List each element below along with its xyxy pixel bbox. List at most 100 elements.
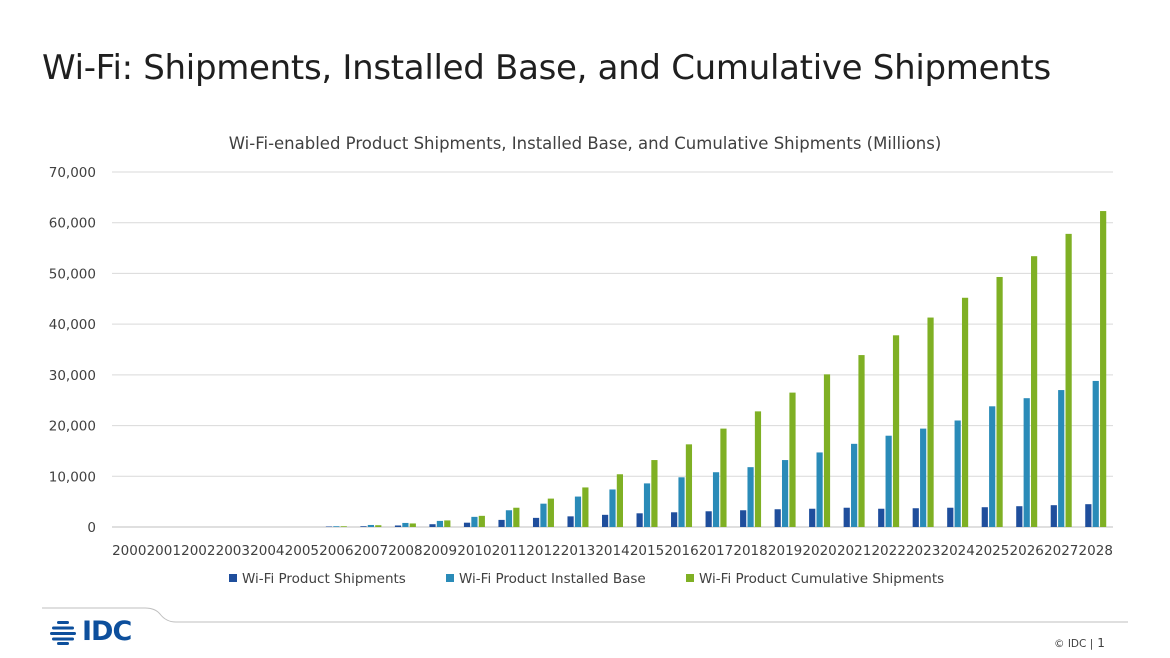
bar-cumulative-2013 [582,487,589,527]
bar-installed-base-2013 [574,496,582,527]
bar-cumulative-2006 [340,526,347,527]
bar-installed-base-2008 [402,522,409,527]
y-axis-ticks: 0 10,000 20,000 30,000 40,000 50,000 60,000 70,… [49,165,96,536]
bar-shipments-2006 [325,526,333,527]
x-tick-label: 2003 [216,543,250,559]
bar-installed-base-2009 [436,520,444,527]
bar-installed-base-2025 [989,406,996,527]
footer-divider [42,607,1128,623]
bar-shipments-2007 [360,526,367,527]
bar-cumulative-2016 [685,444,693,527]
bar-shipments-2012 [532,517,540,527]
bar-cumulative-2023 [927,317,934,527]
bar-shipments-2008 [394,525,402,527]
y-tick-label: 50,000 [49,266,96,282]
y-tick-label: 60,000 [49,216,96,232]
x-tick-label: 2008 [388,543,422,559]
bar-installed-base-2021 [851,443,858,527]
bar-shipments-2022 [878,508,885,527]
bar-shipments-2026 [1016,506,1023,527]
x-tick-label: 2027 [1044,543,1078,559]
x-tick-label: 2001 [147,543,181,559]
bar-installed-base-2006 [333,526,340,527]
bar-cumulative-2008 [409,523,416,527]
x-tick-label: 2023 [906,543,940,559]
legend-swatch [446,574,454,582]
legend-swatch [229,574,237,582]
x-tick-label: 2002 [181,543,215,559]
slide-title: Wi-Fi: Shipments, Installed Base, and Cu… [42,48,1051,88]
x-tick-label: 2007 [354,543,388,559]
bar-cumulative-2009 [444,520,451,527]
bar-shipments-2011 [498,519,505,527]
bar-chart: Wi-Fi-enabled Product Shipments, Install… [49,134,1113,587]
x-axis-ticks: 2000 2001 2002 2003 2004 2005 2006 2007 2008 2009… [112,543,1113,559]
x-tick-label: 2005 [285,543,319,559]
bar-cumulative-2007 [375,525,382,527]
bar-shipments-2015 [636,513,643,527]
bar-cumulative-2014 [616,474,623,527]
bar-cumulative-2020 [823,374,831,527]
bar-shipments-2017 [705,511,712,527]
bar-shipments-2027 [1050,505,1057,527]
bars [325,211,1107,528]
bar-shipments-2014 [602,514,609,527]
x-tick-label: 2022 [871,543,905,559]
legend-swatch [686,574,694,582]
page-number: 1 [1097,636,1105,650]
globe-icon [50,620,76,645]
x-tick-label: 2017 [699,543,733,559]
bar-cumulative-2019 [789,392,796,527]
bar-installed-base-2018 [747,467,754,527]
bar-installed-base-2028 [1092,380,1099,527]
bar-shipments-2009 [429,524,436,527]
bar-installed-base-2027 [1058,390,1065,527]
bar-shipments-2010 [463,522,471,527]
bar-cumulative-2026 [1031,256,1038,527]
gridlines [112,171,1113,528]
bar-shipments-2021 [843,507,850,527]
x-tick-label: 2015 [630,543,664,559]
bar-cumulative-2010 [478,515,485,527]
x-tick-label: 2014 [595,543,629,559]
x-tick-label: 2016 [664,543,698,559]
x-tick-label: 2026 [1010,543,1044,559]
y-tick-label: 0 [87,520,96,536]
x-tick-label: 2020 [802,543,836,559]
x-tick-label: 2004 [250,543,284,559]
bar-shipments-2028 [1085,504,1092,527]
bar-shipments-2020 [809,508,816,527]
bar-cumulative-2015 [651,460,658,527]
y-tick-label: 20,000 [49,419,96,435]
bar-shipments-2018 [740,510,747,527]
bar-installed-base-2022 [885,435,892,527]
bar-shipments-2019 [774,509,781,527]
bar-installed-base-2010 [471,516,478,527]
bar-cumulative-2011 [513,507,520,527]
x-tick-label: 2021 [837,543,871,559]
bar-cumulative-2022 [892,335,900,527]
x-tick-label: 2013 [561,543,595,559]
y-tick-label: 70,000 [49,165,96,181]
bar-shipments-2024 [947,507,954,527]
y-tick-label: 30,000 [49,368,96,384]
bar-cumulative-2021 [858,355,865,527]
x-tick-label: 2006 [319,543,353,559]
bar-installed-base-2020 [816,452,823,527]
bar-installed-base-2011 [505,510,513,527]
bar-cumulative-2027 [1065,233,1072,527]
bar-shipments-2013 [567,516,574,527]
x-tick-label: 2009 [423,543,457,559]
x-tick-label: 2024 [940,543,974,559]
bar-cumulative-2018 [754,411,762,527]
x-tick-label: 2018 [733,543,767,559]
logo-text: IDC [82,616,132,647]
bar-installed-base-2014 [609,489,616,527]
legend-label: Wi-Fi Product Installed Base [459,571,646,587]
y-tick-label: 10,000 [49,469,96,485]
x-tick-label: 2028 [1079,543,1113,559]
bar-cumulative-2025 [996,276,1003,527]
copyright-footer: © IDC | 1 [1054,636,1105,650]
legend-label: Wi-Fi Product Shipments [242,571,406,587]
bar-installed-base-2019 [781,460,789,527]
